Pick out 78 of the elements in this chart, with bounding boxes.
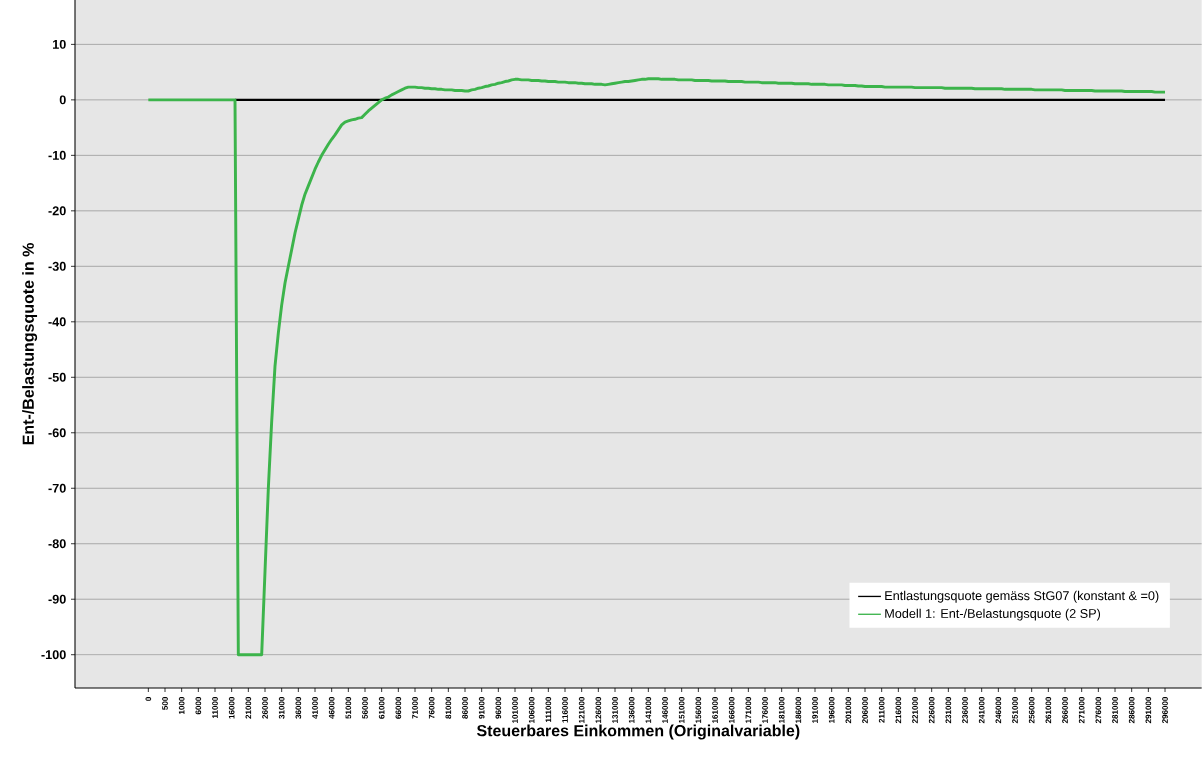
y-tick-label: 10 — [52, 39, 66, 49]
y-tick-label: -60 — [48, 428, 66, 438]
x-tick-label: 161000 — [712, 697, 718, 723]
x-tick-label: 121000 — [578, 697, 585, 723]
x-tick-label: 146000 — [662, 697, 668, 723]
x-tick-label: 176000 — [762, 697, 768, 723]
x-tick-label: 131000 — [612, 697, 618, 723]
x-tick-label: 21000 — [245, 697, 252, 719]
x-tick-label: 281000 — [1112, 697, 1118, 724]
x-tick-label: 111000 — [545, 697, 552, 723]
x-tick-label: 116000 — [562, 697, 568, 723]
x-axis-title: Steuerbares Einkommen (Originalvariable) — [476, 724, 800, 740]
x-tick-label: 251000 — [1012, 697, 1018, 724]
x-tick-label: 31000 — [278, 697, 285, 719]
x-tick-label: 66000 — [395, 697, 402, 719]
x-tick-label: 16000 — [228, 697, 235, 719]
x-tick-label: 291000 — [1145, 697, 1152, 724]
x-tick-label: 226000 — [928, 697, 935, 724]
x-tick-label: 231000 — [945, 697, 952, 724]
y-tick-label: -20 — [48, 206, 66, 216]
x-tick-label: 91000 — [478, 697, 485, 719]
x-tick-label: 261000 — [1045, 697, 1052, 724]
x-tick-label: 86000 — [462, 697, 468, 719]
x-tick-label: 126000 — [595, 697, 602, 723]
x-tick-label: 136000 — [628, 697, 635, 723]
x-tick-label: 286000 — [1128, 697, 1135, 724]
x-tick-label: 81000 — [445, 697, 452, 719]
x-tick-label: 196000 — [828, 697, 835, 723]
x-tick-label: 191000 — [812, 697, 818, 723]
x-tick-label: 500 — [162, 697, 168, 710]
x-tick-label: 76000 — [428, 697, 435, 719]
x-tick-label: 256000 — [1028, 697, 1035, 724]
x-tick-label: 246000 — [995, 697, 1002, 724]
x-tick-label: 206000 — [862, 697, 868, 724]
x-tick-label: 186000 — [795, 697, 802, 723]
x-tick-label: 61000 — [378, 697, 385, 719]
x-tick-label: 276000 — [1095, 697, 1102, 724]
x-tick-label: 221000 — [912, 697, 918, 724]
x-tick-label: 216000 — [895, 697, 902, 724]
y-tick-label: -50 — [48, 372, 66, 382]
x-tick-label: 46000 — [328, 697, 335, 719]
x-tick-label: 1000 — [178, 697, 185, 715]
y-tick-label: -30 — [48, 261, 66, 271]
x-tick-label: 41000 — [312, 697, 318, 719]
x-tick-label: 26000 — [262, 697, 268, 719]
y-tick-label: -80 — [48, 539, 66, 549]
x-tick-label: 201000 — [845, 697, 852, 724]
y-tick-label: -40 — [48, 317, 66, 327]
x-tick-label: 181000 — [778, 697, 785, 723]
x-tick-label: 6000 — [195, 697, 202, 715]
y-axis-title: Ent-/Belastungsquote in % — [22, 243, 38, 445]
y-tick-label: -90 — [48, 594, 66, 604]
legend-label: Modell 1: Ent-/Belastungsquote (2 SP) — [885, 608, 1101, 621]
x-tick-label: 141000 — [645, 697, 652, 723]
x-tick-label: 106000 — [528, 697, 535, 723]
y-tick-label: -10 — [48, 150, 66, 160]
x-tick-label: 51000 — [345, 697, 352, 719]
y-tick-label: -70 — [48, 483, 66, 493]
x-tick-label: 36000 — [295, 697, 302, 719]
x-tick-label: 11000 — [212, 697, 218, 719]
x-tick-label: 101000 — [512, 697, 518, 723]
x-tick-label: 271000 — [1078, 697, 1085, 724]
x-tick-label: 56000 — [362, 697, 368, 719]
y-tick-label: -100 — [41, 650, 66, 660]
x-tick-label: 166000 — [728, 697, 735, 723]
x-tick-label: 156000 — [695, 697, 702, 723]
x-tick-label: 71000 — [412, 697, 418, 719]
x-tick-label: 236000 — [962, 697, 968, 724]
x-tick-label: 211000 — [878, 697, 885, 723]
x-tick-label: 171000 — [745, 697, 752, 723]
legend-label: Entlastungsquote gemäss StG07 (konstant & =0) — [885, 590, 1159, 603]
x-tick-label: 151000 — [678, 697, 685, 723]
x-tick-label: 96000 — [495, 697, 502, 719]
x-tick-label: 0 — [145, 697, 152, 701]
y-tick-label: 0 — [59, 95, 66, 105]
x-tick-label: 266000 — [1062, 697, 1068, 724]
x-tick-label: 296000 — [1162, 697, 1168, 724]
x-tick-label: 241000 — [978, 697, 985, 724]
